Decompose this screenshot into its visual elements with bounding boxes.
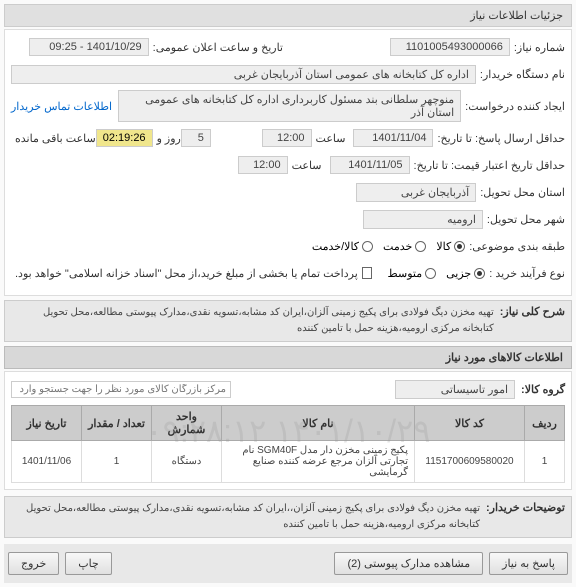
cell-date: 1401/11/06 <box>12 441 82 483</box>
cell-name: پکیج زمینی مخزن دار مدل SGM40F نام تجارت… <box>222 441 415 483</box>
validity-time: 12:00 <box>238 156 288 174</box>
deadline-time: 12:00 <box>262 129 312 147</box>
buyer-name-value: اداره کل کتابخانه های عمومی استان آذربای… <box>11 65 476 84</box>
validity-label: حداقل تاریخ اعتبار قیمت: تا تاریخ: <box>414 159 565 172</box>
table-row[interactable]: 1 1151700609580020 پکیج زمینی مخزن دار م… <box>12 441 565 483</box>
row-city: شهر محل تحویل: ارومیه <box>11 208 565 230</box>
items-section-title: اطلاعات کالاهای مورد نیاز <box>4 346 572 369</box>
cell-unit: دستگاه <box>152 441 222 483</box>
cell-code: 1151700609580020 <box>415 441 525 483</box>
time-label-2: ساعت <box>292 159 322 172</box>
radio-minor-label: جزیی <box>446 267 471 280</box>
city-label: شهر محل تحویل: <box>487 213 565 226</box>
buy-type-radio-group: جزیی متوسط <box>388 267 486 280</box>
col-row: ردیف <box>525 406 565 441</box>
items-section: گروه کالا: امور تاسیساتی ردیف کد کالا نا… <box>4 371 572 490</box>
row-buy-type: نوع فرآیند خرید : جزیی متوسط پرداخت تمام… <box>11 262 565 284</box>
announce-date-label: تاریخ و ساعت اعلان عمومی: <box>153 41 283 54</box>
buy-type-label: نوع فرآیند خرید : <box>489 267 565 280</box>
items-table: ردیف کد کالا نام کالا واحد شمارش تعداد /… <box>11 405 565 483</box>
deadline-date: 1401/11/04 <box>353 129 433 147</box>
province-value: آذربایجان غربی <box>356 183 476 202</box>
page-title: جزئیات اطلاعات نیاز <box>470 10 563 22</box>
page-header: جزئیات اطلاعات نیاز <box>4 4 572 27</box>
col-date: تاریخ نیاز <box>12 406 82 441</box>
announce-date-value: 1401/10/29 - 09:25 <box>29 38 149 56</box>
remaining-label: ساعت باقی مانده <box>15 132 96 145</box>
requester-label: ایجاد کننده درخواست: <box>465 100 565 113</box>
radio-circle-icon <box>454 241 465 252</box>
need-number-label: شماره نیاز: <box>514 41 565 54</box>
cell-row: 1 <box>525 441 565 483</box>
radio-goods-label: کالا <box>436 240 451 253</box>
validity-date: 1401/11/05 <box>330 156 410 174</box>
exit-button[interactable]: خروج <box>8 552 59 575</box>
goods-group-label: گروه کالا: <box>521 383 565 396</box>
countdown: 02:19:26 <box>96 129 153 147</box>
need-desc-row: شرح کلی نیاز: تهیه مخزن دیگ فولادی برای … <box>4 300 572 342</box>
partial-payment-label: پرداخت تمام یا بخشی از مبلغ خرید،از محل … <box>15 267 358 280</box>
col-unit: واحد شمارش <box>152 406 222 441</box>
need-number-value: 1101005493000066 <box>390 38 510 56</box>
row-deadline: حداقل ارسال پاسخ: تا تاریخ: 1401/11/04 س… <box>11 127 565 149</box>
buyer-notes-text: تهیه مخزن دیگ فولادی برای پکیج زمینی آلز… <box>11 501 480 533</box>
goods-group-value: امور تاسیساتی <box>395 380 515 399</box>
province-label: استان محل تحویل: <box>480 186 565 199</box>
table-header-row: ردیف کد کالا نام کالا واحد شمارش تعداد /… <box>12 406 565 441</box>
contact-link[interactable]: اطلاعات تماس خریدار <box>11 100 112 113</box>
button-row: پاسخ به نیاز مشاهده مدارک پیوستی (2) چاپ… <box>4 544 572 583</box>
print-button[interactable]: چاپ <box>65 552 112 575</box>
radio-circle-icon <box>415 241 426 252</box>
search-input[interactable] <box>11 381 231 398</box>
main-container: جزئیات اطلاعات نیاز شماره نیاز: 11010054… <box>0 0 576 587</box>
deadline-label: حداقل ارسال پاسخ: تا تاریخ: <box>437 132 565 145</box>
need-desc-text: تهیه مخزن دیگ فولادی برای پکیج زمینی آلز… <box>11 305 494 337</box>
buyer-name-label: نام دستگاه خریدار: <box>480 68 565 81</box>
row-goods-group: گروه کالا: امور تاسیساتی <box>11 378 565 400</box>
radio-goods-service-label: کالا/خدمت <box>312 240 359 253</box>
radio-circle-icon <box>425 268 436 279</box>
buyer-notes-label: توضیحات خریدار: <box>486 501 565 533</box>
row-requester: ایجاد کننده درخواست: منوچهر سلطانی بند م… <box>11 90 565 122</box>
row-validity: حداقل تاریخ اعتبار قیمت: تا تاریخ: 1401/… <box>11 154 565 176</box>
category-label: طبقه بندی موضوعی: <box>469 240 565 253</box>
col-qty: تعداد / مقدار <box>82 406 152 441</box>
requester-value: منوچهر سلطانی بند مسئول کاربرداری اداره … <box>118 90 461 122</box>
col-code: کد کالا <box>415 406 525 441</box>
cell-qty: 1 <box>82 441 152 483</box>
row-province: استان محل تحویل: آذربایجان غربی <box>11 181 565 203</box>
days-label: روز و <box>157 132 181 145</box>
radio-service[interactable]: خدمت <box>383 240 426 253</box>
col-name: نام کالا <box>222 406 415 441</box>
row-need-number: شماره نیاز: 1101005493000066 تاریخ و ساع… <box>11 36 565 58</box>
row-buyer-name: نام دستگاه خریدار: اداره کل کتابخانه های… <box>11 63 565 85</box>
partial-payment-checkbox[interactable] <box>362 267 372 279</box>
radio-minor[interactable]: جزیی <box>446 267 485 280</box>
buyer-notes-row: توضیحات خریدار: تهیه مخزن دیگ فولادی برا… <box>4 496 572 538</box>
city-value: ارومیه <box>363 210 483 229</box>
time-label-1: ساعت <box>316 132 346 145</box>
radio-medium[interactable]: متوسط <box>388 267 437 280</box>
radio-service-label: خدمت <box>383 240 412 253</box>
need-desc-label: شرح کلی نیاز: <box>500 305 565 337</box>
row-category: طبقه بندی موضوعی: کالا خدمت کالا/خدمت <box>11 235 565 257</box>
days-value: 5 <box>181 129 211 147</box>
attachments-button[interactable]: مشاهده مدارک پیوستی (2) <box>334 552 483 575</box>
radio-goods-service[interactable]: کالا/خدمت <box>312 240 373 253</box>
form-section: شماره نیاز: 1101005493000066 تاریخ و ساع… <box>4 29 572 296</box>
radio-medium-label: متوسط <box>388 267 423 280</box>
category-radio-group: کالا خدمت کالا/خدمت <box>312 240 465 253</box>
respond-button[interactable]: پاسخ به نیاز <box>489 552 568 575</box>
radio-circle-icon <box>474 268 485 279</box>
radio-circle-icon <box>362 241 373 252</box>
radio-goods[interactable]: کالا <box>436 240 465 253</box>
